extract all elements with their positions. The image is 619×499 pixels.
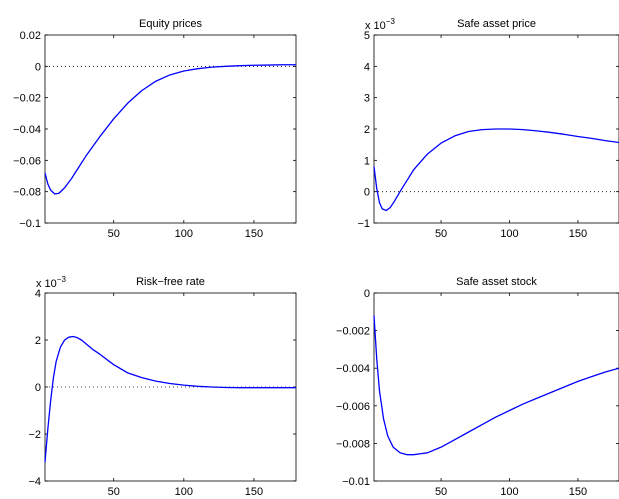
y-tick-label: −2 <box>28 429 41 441</box>
x-tick-label: 150 <box>245 228 263 240</box>
x-tick-label: 100 <box>175 228 193 240</box>
y-tick-label: −0.06 <box>13 155 41 167</box>
panel-title: Safe asset price <box>457 18 536 30</box>
panel-equity-prices: 50 100 150 −0.1 −0.08 −0.06 −0.04 −0.02 0 0.02 Equ… <box>13 18 297 240</box>
y-tick-label: 5 <box>364 30 370 42</box>
y-tick-label: −0.1 <box>19 218 41 230</box>
y-exponent-label: x 10−3 <box>365 17 395 32</box>
series-line <box>44 64 296 195</box>
y-tick-label: 4 <box>364 61 370 73</box>
x-tick-label: 50 <box>108 228 120 240</box>
y-tick-label: 0 <box>364 187 370 199</box>
y-exponent-label: x 10−3 <box>36 275 66 290</box>
y-tick-label: 4 <box>35 288 41 300</box>
series-line <box>44 335 296 463</box>
axes-box <box>44 34 297 224</box>
panel-title: Risk−free rate <box>136 276 205 288</box>
y-tick-label: −4 <box>28 476 41 488</box>
panel-risk-free-rate: 50 100 150 −4 −2 0 2 4x 10−3 Risk−free rate <box>28 275 297 498</box>
y-tick-label: 3 <box>364 93 370 105</box>
series-line <box>373 128 619 212</box>
x-tick-label: 150 <box>569 486 587 498</box>
y-tick-label: 0 <box>35 382 41 394</box>
x-tick-label: 150 <box>569 228 587 240</box>
y-tick-label: 0 <box>35 61 41 73</box>
y-tick-label: 2 <box>364 124 370 136</box>
y-tick-label: 0.02 <box>20 30 41 42</box>
y-tick-label: −0.004 <box>336 363 370 375</box>
panel-safe-asset-price: 50 100 150 −1 0 1 2 3 4 5x 10−3 Safe asset price <box>357 17 619 240</box>
y-tick-label: −0.04 <box>13 124 41 136</box>
y-tick-label: −0.002 <box>336 326 370 338</box>
y-tick-label: −0.008 <box>336 438 370 450</box>
y-tick-label: 0 <box>364 288 370 300</box>
x-tick-label: 50 <box>108 486 120 498</box>
y-tick-label: −0.08 <box>13 187 41 199</box>
x-tick-label: 100 <box>500 228 518 240</box>
x-tick-label: 100 <box>175 486 193 498</box>
y-tick-label: −0.02 <box>13 93 41 105</box>
x-tick-label: 50 <box>435 228 447 240</box>
x-tick-label: 50 <box>435 486 447 498</box>
panel-title: Equity prices <box>139 18 202 30</box>
y-tick-label: −0.01 <box>342 476 370 488</box>
y-tick-label: 1 <box>364 155 370 167</box>
panel-title: Safe asset stock <box>456 276 537 288</box>
axes-box <box>44 292 297 482</box>
panel-safe-asset-stock: 50 100 150 −0.01 −0.008 −0.006 −0.004 −0.002 0 Sa… <box>336 276 619 498</box>
x-tick-label: 100 <box>500 486 518 498</box>
y-tick-label: −0.006 <box>336 401 370 413</box>
y-tick-label: −1 <box>357 218 370 230</box>
y-tick-label: 2 <box>35 335 41 347</box>
series-line <box>373 315 619 456</box>
x-tick-label: 150 <box>245 486 263 498</box>
axes-box <box>373 292 619 482</box>
